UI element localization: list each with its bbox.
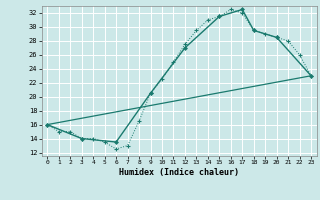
X-axis label: Humidex (Indice chaleur): Humidex (Indice chaleur)	[119, 168, 239, 177]
